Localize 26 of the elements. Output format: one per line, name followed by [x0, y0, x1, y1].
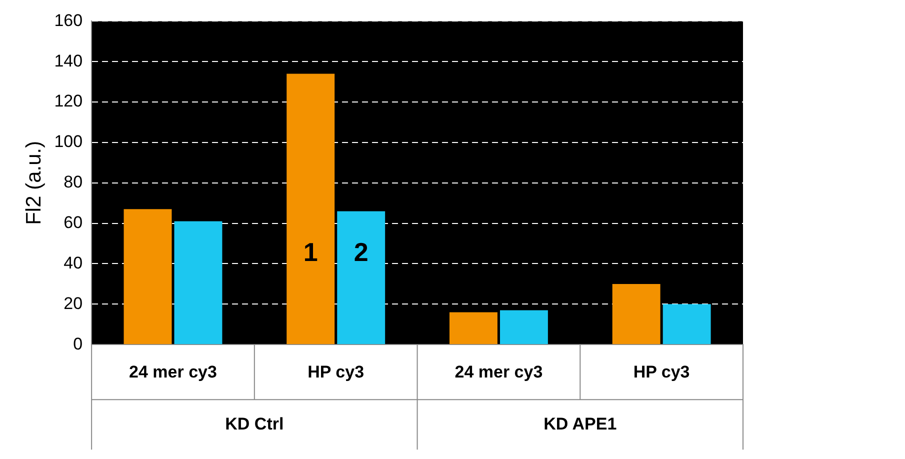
y-tick-label: 60 — [64, 213, 83, 232]
bar — [449, 312, 498, 344]
bar — [286, 74, 335, 344]
text: KD APE1 — [544, 414, 617, 434]
y-tick-label: 140 — [54, 51, 83, 70]
bar — [337, 211, 386, 344]
y-tick-label: 80 — [64, 172, 83, 192]
y-axis-title: Fl2 (a.u.) — [22, 140, 46, 225]
x-tick-label: 24 mer cy3 — [129, 362, 217, 382]
y-tick-label: 100 — [54, 132, 83, 152]
bar — [124, 209, 172, 344]
y-tick-label: 20 — [64, 294, 83, 313]
annotation: 1 — [303, 236, 318, 267]
y-tick-label: 120 — [54, 92, 83, 111]
y-tick-label: 160 — [54, 10, 83, 30]
y-tick-label: 40 — [64, 253, 83, 272]
bar — [500, 310, 548, 344]
text: KD Ctrl — [225, 414, 284, 434]
x-tick-label: 24 mer cy3 — [454, 362, 543, 382]
y-tick-label: 0 — [73, 334, 83, 354]
bar — [174, 221, 222, 344]
x-tick-label: HP cy3 — [308, 362, 364, 382]
annotation: 2 — [354, 236, 368, 267]
bar — [662, 304, 711, 344]
x-tick-label: HP cy3 — [633, 362, 690, 382]
bar — [612, 284, 660, 344]
